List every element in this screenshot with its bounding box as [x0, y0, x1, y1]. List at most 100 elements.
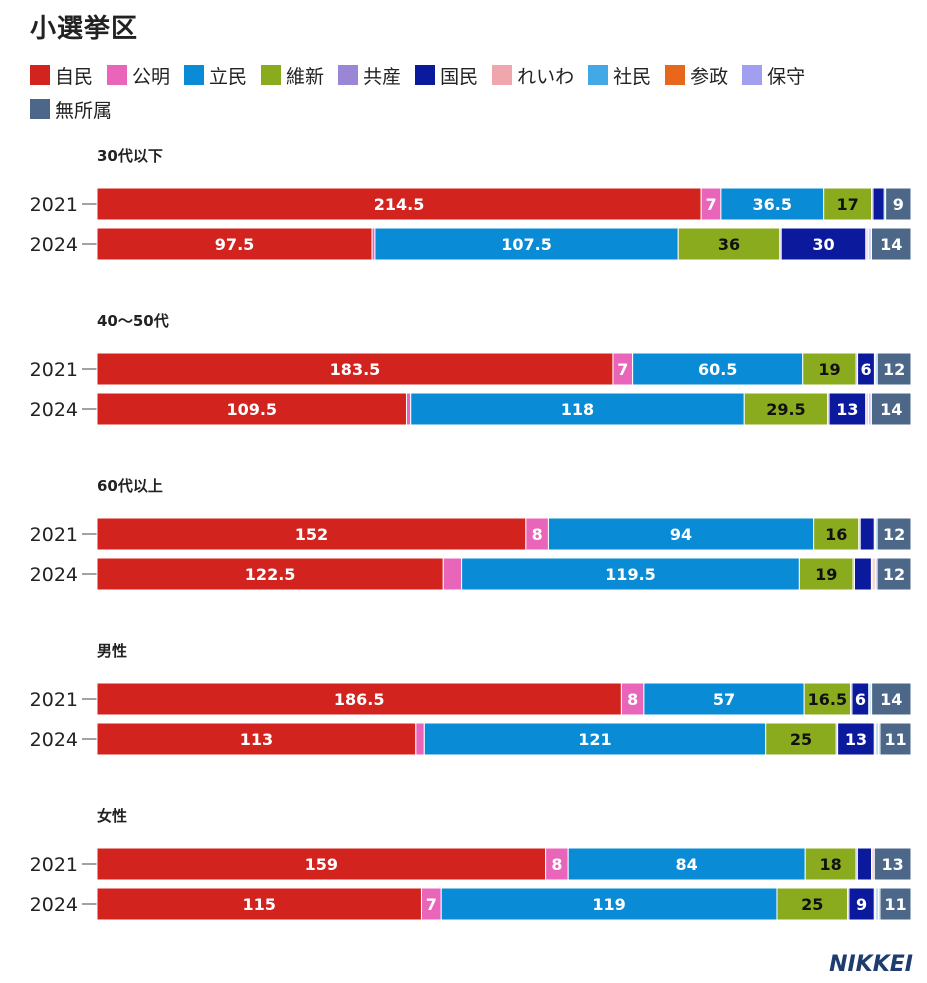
- data-label: 14: [880, 690, 902, 709]
- bar-segment: [96, 187, 702, 221]
- bar-segment: [885, 187, 912, 221]
- bar-segment: [876, 517, 912, 551]
- bar-segment: [876, 557, 912, 591]
- data-label: 7: [426, 895, 437, 914]
- legend-item: 共産: [338, 62, 401, 88]
- data-label: 17: [836, 195, 858, 214]
- data-label: 107.5: [501, 235, 552, 254]
- bar-segment: [410, 392, 745, 426]
- bar-segment: [96, 847, 547, 881]
- bar-segment: [813, 517, 860, 551]
- bar-segment: [96, 887, 422, 921]
- legend-swatch: [338, 65, 359, 85]
- legend-swatch: [30, 99, 50, 119]
- bar-segment: [804, 847, 857, 881]
- data-label: 6: [855, 690, 866, 709]
- data-label: 13: [845, 730, 867, 749]
- bar-segment: [803, 682, 852, 716]
- bar-segment: [870, 227, 912, 261]
- legend-item: れいわ: [492, 62, 574, 88]
- legend-swatch: [107, 65, 128, 85]
- legend-swatch: [665, 65, 686, 85]
- legend-label: 国民: [440, 65, 479, 88]
- data-label: 9: [893, 195, 904, 214]
- legend-swatch: [184, 65, 205, 85]
- bar-segment: [442, 557, 463, 591]
- data-label: 113: [240, 730, 273, 749]
- data-label: 25: [801, 895, 823, 914]
- legend-swatch: [30, 65, 50, 85]
- data-label: 11: [884, 895, 906, 914]
- bar-segment: [374, 227, 679, 261]
- data-label: 16.5: [808, 690, 847, 709]
- year-label: 2021: [30, 194, 78, 216]
- legend-item: 参政: [665, 62, 728, 88]
- nikkei-logo: NIKKEI: [829, 952, 913, 977]
- year-label: 2021: [30, 689, 78, 711]
- group-label: 60代以上: [97, 477, 163, 495]
- bar-segment: [780, 227, 867, 261]
- data-label: 18: [819, 855, 841, 874]
- legend-item: 維新: [261, 62, 324, 88]
- data-label: 12: [883, 525, 905, 544]
- data-label: 25: [790, 730, 812, 749]
- data-label: 183.5: [330, 360, 381, 379]
- year-label: 2024: [30, 894, 78, 916]
- data-label: 214.5: [374, 195, 425, 214]
- data-label: 121: [578, 730, 611, 749]
- bar-segment: [677, 227, 781, 261]
- legend-swatch: [492, 65, 513, 85]
- group-label: 男性: [97, 642, 127, 660]
- data-label: 14: [880, 235, 902, 254]
- bar-segment: [853, 557, 872, 591]
- data-label: 8: [627, 690, 638, 709]
- data-label: 57: [713, 690, 735, 709]
- data-label: 12: [883, 360, 905, 379]
- group-label: 30代以下: [97, 147, 163, 165]
- bar-segment: [743, 392, 829, 426]
- bar-segment: [96, 722, 417, 756]
- legend-item: 無所属: [30, 96, 112, 122]
- legend-item: 公明: [107, 62, 170, 88]
- data-label: 11: [884, 730, 906, 749]
- data-label: 84: [676, 855, 698, 874]
- legend-label: 共産: [363, 65, 402, 88]
- data-label: 118: [561, 400, 594, 419]
- data-label: 9: [856, 895, 867, 914]
- legend-item: 立民: [184, 62, 247, 88]
- bar-segment: [870, 392, 912, 426]
- legend-label: 無所属: [55, 99, 113, 122]
- group-label: 40～50代: [97, 312, 169, 330]
- data-label: 8: [532, 525, 543, 544]
- bar-segment: [837, 722, 875, 756]
- data-label: 119.5: [605, 565, 656, 584]
- data-label: 97.5: [215, 235, 254, 254]
- bar-segment: [765, 722, 837, 756]
- year-label: 2024: [30, 564, 78, 586]
- data-label: 6: [860, 360, 871, 379]
- bar-segment: [720, 187, 825, 221]
- data-label: 7: [705, 195, 716, 214]
- legend-item: 社民: [588, 62, 651, 88]
- bar-segment: [856, 847, 872, 881]
- bar-segment: [876, 352, 912, 386]
- legend-label: 公明: [132, 65, 171, 88]
- legend-swatch: [588, 65, 609, 85]
- year-label: 2024: [30, 399, 78, 421]
- bar-segment: [567, 847, 806, 881]
- data-label: 19: [815, 565, 837, 584]
- legend-label: 保守: [767, 65, 806, 88]
- data-label: 8: [551, 855, 562, 874]
- data-label: 159: [305, 855, 338, 874]
- bar-segment: [96, 557, 444, 591]
- legend-label: 自民: [55, 65, 94, 88]
- data-label: 36: [718, 235, 740, 254]
- data-label: 119: [592, 895, 625, 914]
- bar-segment: [461, 557, 800, 591]
- bar-segment: [873, 847, 912, 881]
- data-label: 16: [825, 525, 847, 544]
- data-label: 14: [880, 400, 902, 419]
- bar-segment: [871, 682, 912, 716]
- data-label: 152: [295, 525, 328, 544]
- legend: 自民 公明 立民 維新 共産 国民 れいわ 社民 参政 保守無所属: [30, 62, 910, 122]
